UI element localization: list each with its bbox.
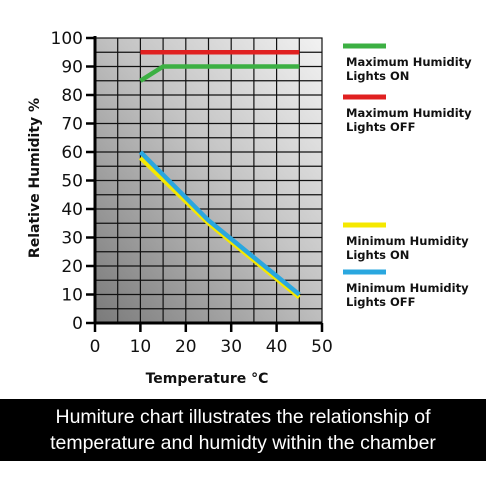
- x-tick-label: 10: [130, 337, 152, 357]
- series-line-1: [139, 64, 300, 83]
- y-tick-label: 100: [51, 29, 83, 49]
- y-tick-label: 40: [61, 200, 83, 220]
- series-line-4: [138, 150, 301, 297]
- y-tick-label: 60: [61, 143, 83, 163]
- y-axis-title: Relative Humidity %: [27, 98, 43, 258]
- x-tick-label: 20: [175, 337, 197, 357]
- legend-label-1-line1: Maximum Humidity: [346, 55, 472, 69]
- legend-label-4-line1: Minimum Humidity: [346, 281, 469, 295]
- y-tick-label: 0: [72, 314, 83, 334]
- legend-label-3-line1: Minimum Humidity: [346, 234, 469, 248]
- caption-banner: Humiture chart illustrates the relations…: [0, 399, 486, 461]
- legend-label-2-line1: Maximum Humidity: [346, 106, 472, 120]
- chart-svg: 0 10 20 30 40 50 60 70 80 90 100 0 10 20 30 40 50 Maximu…: [27, 29, 472, 387]
- y-tick-label: 90: [61, 58, 83, 78]
- y-tick-label: 80: [61, 86, 83, 106]
- x-tick-label: 50: [311, 337, 333, 357]
- legend-label-1-line2: Lights ON: [346, 69, 409, 83]
- x-tick-label: 0: [90, 337, 101, 357]
- legend-label-2-line2: Lights OFF: [346, 120, 416, 134]
- y-tick-label: 10: [61, 286, 83, 306]
- x-tick-label: 30: [220, 337, 242, 357]
- y-tick-label: 50: [61, 172, 83, 192]
- caption-line-2: temperature and humidty within the chamb…: [50, 432, 436, 454]
- y-tick-label: 70: [61, 115, 83, 135]
- y-tick-label: 20: [61, 257, 83, 277]
- x-axis-title: Temperature °C: [146, 371, 269, 387]
- legend-label-3-line2: Lights ON: [346, 248, 409, 262]
- legend-label-4-line2: Lights OFF: [346, 295, 416, 309]
- y-tick-label: 30: [61, 229, 83, 249]
- caption-line-1: Humiture chart illustrates the relations…: [55, 406, 431, 428]
- humiture-chart: 0 10 20 30 40 50 60 70 80 90 100 0 10 20 30 40 50 Maximu…: [27, 29, 472, 387]
- x-tick-label: 40: [266, 337, 288, 357]
